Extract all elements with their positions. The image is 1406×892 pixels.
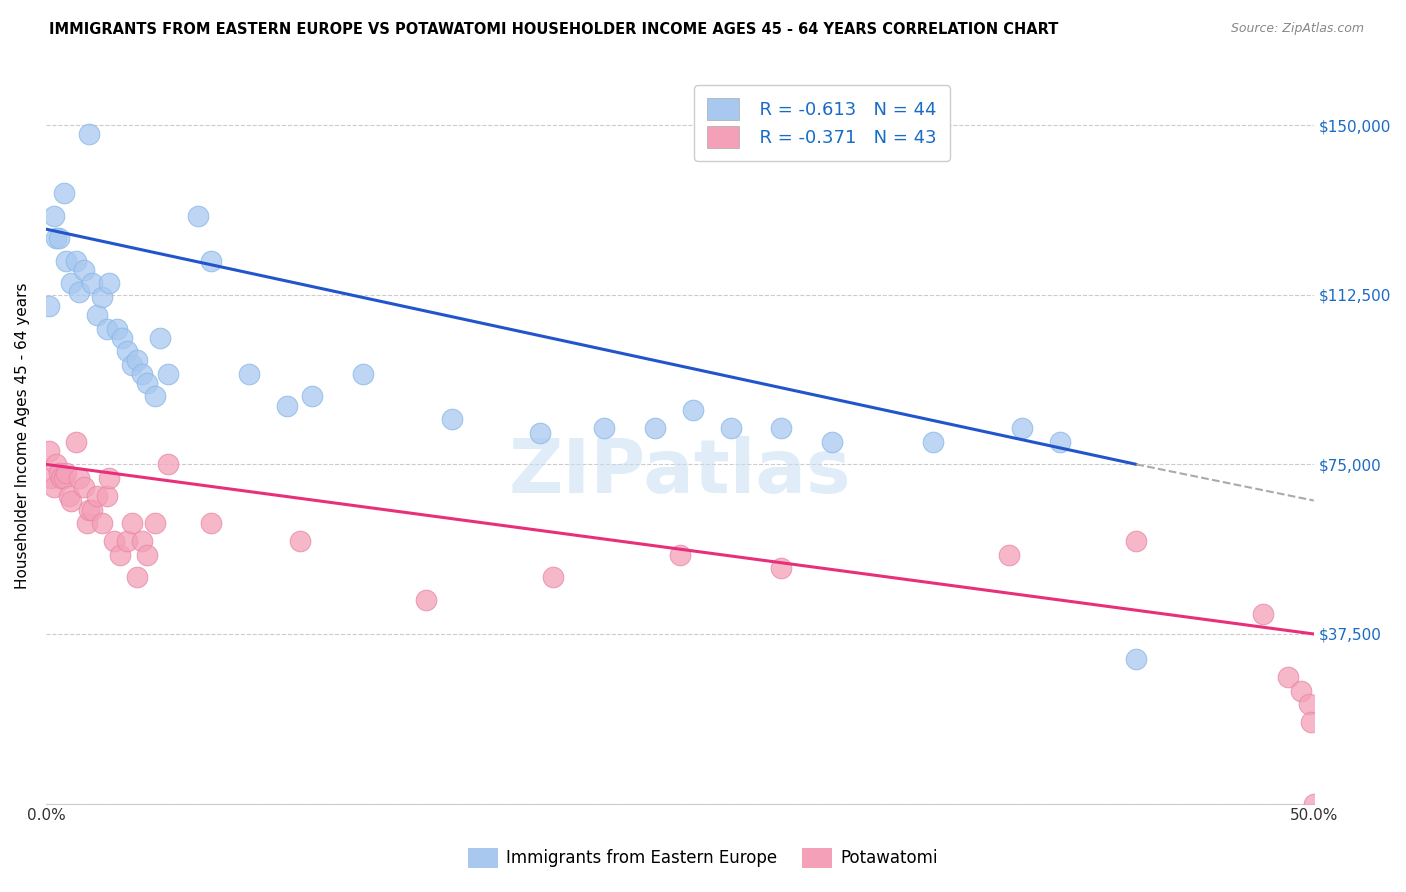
Point bbox=[1049, 434, 1071, 449]
Legend:   R = -0.613   N = 44,   R = -0.371   N = 43: R = -0.613 N = 44, R = -0.371 N = 43 bbox=[695, 85, 950, 161]
Point bbox=[77, 127, 100, 141]
Point bbox=[131, 367, 153, 381]
Point bbox=[39, 471, 62, 485]
Point bbox=[90, 516, 112, 530]
Text: IMMIGRANTS FROM EASTERN EUROPE VS POTAWATOMI HOUSEHOLDER INCOME AGES 45 - 64 YEA: IMMIGRANTS FROM EASTERN EUROPE VS POTAWA… bbox=[49, 22, 1059, 37]
Point bbox=[770, 561, 793, 575]
Point bbox=[187, 209, 209, 223]
Text: ZIPatlas: ZIPatlas bbox=[509, 436, 851, 509]
Point bbox=[998, 548, 1021, 562]
Point bbox=[55, 253, 77, 268]
Point bbox=[115, 344, 138, 359]
Point bbox=[38, 299, 60, 313]
Point bbox=[67, 471, 90, 485]
Point bbox=[127, 570, 149, 584]
Point bbox=[440, 412, 463, 426]
Point bbox=[200, 516, 222, 530]
Point bbox=[86, 489, 108, 503]
Point bbox=[682, 403, 704, 417]
Point bbox=[51, 471, 73, 485]
Point bbox=[42, 209, 65, 223]
Point bbox=[105, 321, 128, 335]
Point bbox=[136, 548, 159, 562]
Point bbox=[76, 516, 98, 530]
Point bbox=[1301, 715, 1323, 730]
Point bbox=[1125, 652, 1147, 666]
Y-axis label: Householder Income Ages 45 - 64 years: Householder Income Ages 45 - 64 years bbox=[15, 283, 30, 590]
Legend: Immigrants from Eastern Europe, Potawatomi: Immigrants from Eastern Europe, Potawato… bbox=[461, 841, 945, 875]
Point bbox=[644, 421, 666, 435]
Point bbox=[529, 425, 551, 440]
Point bbox=[55, 467, 77, 481]
Point bbox=[1011, 421, 1033, 435]
Point bbox=[60, 493, 83, 508]
Point bbox=[77, 502, 100, 516]
Point bbox=[60, 277, 83, 291]
Point bbox=[143, 516, 166, 530]
Point bbox=[352, 367, 374, 381]
Point bbox=[67, 285, 90, 300]
Point bbox=[52, 186, 75, 200]
Point bbox=[276, 399, 298, 413]
Point bbox=[1289, 683, 1312, 698]
Point bbox=[98, 471, 121, 485]
Point bbox=[131, 534, 153, 549]
Point bbox=[1125, 534, 1147, 549]
Point bbox=[65, 434, 87, 449]
Point bbox=[541, 570, 564, 584]
Point bbox=[58, 489, 80, 503]
Point bbox=[143, 389, 166, 403]
Point bbox=[111, 331, 134, 345]
Point bbox=[136, 376, 159, 390]
Point bbox=[127, 353, 149, 368]
Point bbox=[45, 458, 67, 472]
Point bbox=[770, 421, 793, 435]
Point bbox=[301, 389, 323, 403]
Point bbox=[45, 231, 67, 245]
Point bbox=[103, 534, 125, 549]
Point bbox=[48, 231, 70, 245]
Point bbox=[42, 480, 65, 494]
Point bbox=[720, 421, 742, 435]
Point bbox=[121, 516, 143, 530]
Point bbox=[73, 262, 96, 277]
Point bbox=[90, 290, 112, 304]
Point bbox=[52, 471, 75, 485]
Point bbox=[96, 321, 118, 335]
Point bbox=[115, 534, 138, 549]
Point bbox=[238, 367, 260, 381]
Point bbox=[1302, 797, 1324, 811]
Point bbox=[922, 434, 945, 449]
Point bbox=[592, 421, 614, 435]
Text: Source: ZipAtlas.com: Source: ZipAtlas.com bbox=[1230, 22, 1364, 36]
Point bbox=[821, 434, 844, 449]
Point bbox=[156, 458, 179, 472]
Point bbox=[415, 593, 437, 607]
Point bbox=[48, 467, 70, 481]
Point bbox=[200, 253, 222, 268]
Point bbox=[149, 331, 172, 345]
Point bbox=[73, 480, 96, 494]
Point bbox=[86, 308, 108, 322]
Point bbox=[156, 367, 179, 381]
Point bbox=[96, 489, 118, 503]
Point bbox=[80, 502, 103, 516]
Point bbox=[288, 534, 311, 549]
Point bbox=[80, 277, 103, 291]
Point bbox=[98, 277, 121, 291]
Point bbox=[1298, 697, 1320, 711]
Point bbox=[38, 443, 60, 458]
Point bbox=[669, 548, 692, 562]
Point bbox=[1277, 670, 1299, 684]
Point bbox=[65, 253, 87, 268]
Point bbox=[108, 548, 131, 562]
Point bbox=[121, 358, 143, 372]
Point bbox=[1251, 607, 1274, 621]
